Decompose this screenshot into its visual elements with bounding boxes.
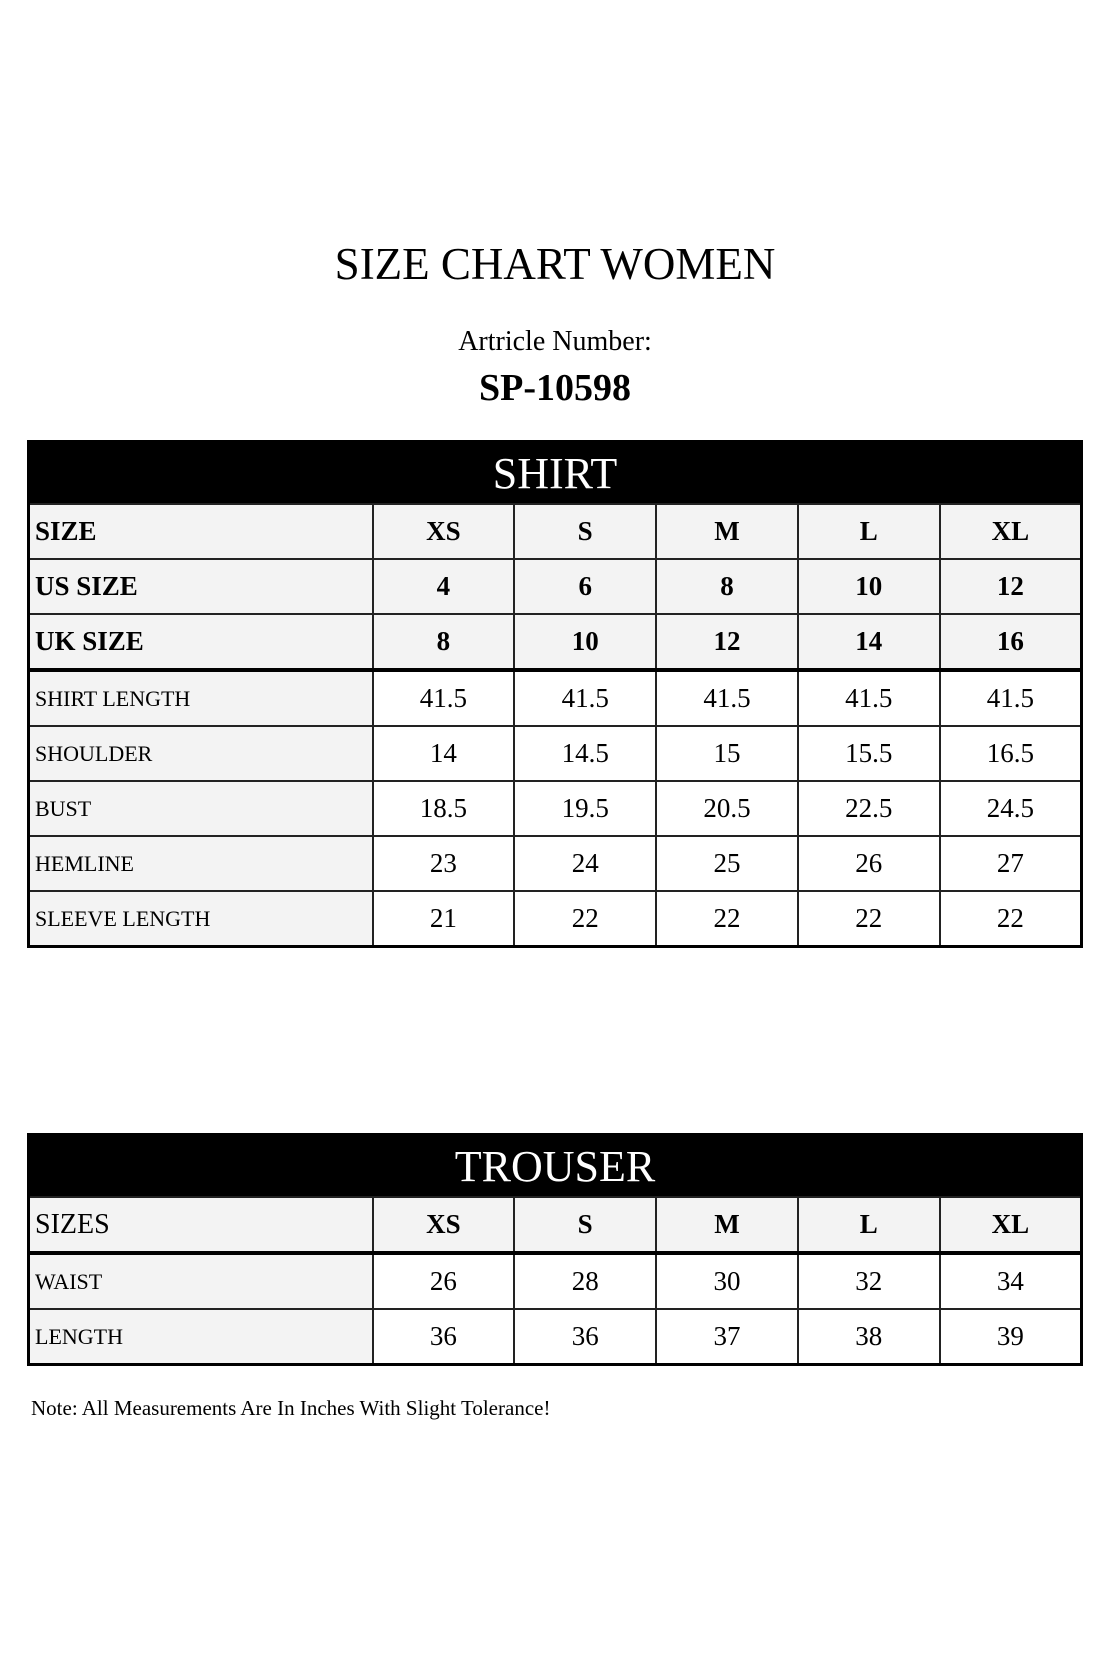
table-cell: M bbox=[655, 1196, 799, 1255]
table-cell: 22 bbox=[796, 890, 941, 948]
table-cell: 18.5 bbox=[371, 780, 516, 837]
table-cell: 28 bbox=[513, 1252, 658, 1310]
table-cell: 36 bbox=[371, 1308, 516, 1366]
table-cell: 16.5 bbox=[938, 725, 1083, 782]
table-cell: 10 bbox=[513, 613, 658, 672]
table-cell: 10 bbox=[796, 558, 941, 615]
row-label: HEMLINE bbox=[27, 835, 374, 892]
table-cell: 19.5 bbox=[513, 780, 658, 837]
table-cell: 12 bbox=[655, 613, 799, 672]
table-cell: 25 bbox=[655, 835, 799, 892]
page-title: SIZE CHART WOMEN bbox=[334, 239, 776, 289]
table-cell: 37 bbox=[655, 1308, 799, 1366]
table-cell: 14.5 bbox=[513, 725, 658, 782]
table-cell: 22 bbox=[513, 890, 658, 948]
table-cell: M bbox=[655, 503, 799, 560]
table-cell: 38 bbox=[796, 1308, 941, 1366]
trouser-size-table: TROUSER SIZES XS S M L XL WAIST 26 28 30 32 34 LENGT… bbox=[27, 1133, 1083, 1366]
table-cell: 22 bbox=[655, 890, 799, 948]
table-cell: 22 bbox=[938, 890, 1083, 948]
table-cell: 14 bbox=[796, 613, 941, 672]
table-cell: 14 bbox=[371, 725, 516, 782]
table-cell: L bbox=[796, 1196, 941, 1255]
article-number-label: Artricle Number: bbox=[458, 326, 652, 357]
article-number: SP-10598 bbox=[479, 367, 631, 409]
table-cell: 6 bbox=[513, 558, 658, 615]
table-cell: 15.5 bbox=[796, 725, 941, 782]
table-row: BUST 18.5 19.5 20.5 22.5 24.5 bbox=[27, 780, 1083, 837]
table-cell: L bbox=[796, 503, 941, 560]
measurement-note: Note: All Measurements Are In Inches Wit… bbox=[31, 1396, 551, 1420]
table-cell: 8 bbox=[655, 558, 799, 615]
table-cell: XS bbox=[371, 503, 516, 560]
table-cell: 15 bbox=[655, 725, 799, 782]
row-label: SHIRT LENGTH bbox=[27, 669, 374, 727]
table-cell: 34 bbox=[938, 1252, 1083, 1310]
shirt-size-table: SHIRT SIZE XS S M L XL US SIZE 4 6 8 10 12 UK SIZE 8 1… bbox=[27, 440, 1083, 948]
table-row: SHOULDER 14 14.5 15 15.5 16.5 bbox=[27, 725, 1083, 782]
table-cell: S bbox=[513, 503, 658, 560]
row-label: SLEEVE LENGTH bbox=[27, 890, 374, 948]
row-label: SIZES bbox=[27, 1196, 374, 1255]
table-cell: 32 bbox=[796, 1252, 941, 1310]
table-cell: 20.5 bbox=[655, 780, 799, 837]
row-label: US SIZE bbox=[27, 558, 374, 615]
row-label: SHOULDER bbox=[27, 725, 374, 782]
table-cell: XS bbox=[371, 1196, 516, 1255]
row-label: WAIST bbox=[27, 1252, 374, 1310]
table-row: WAIST 26 28 30 32 34 bbox=[27, 1252, 1083, 1310]
table-row: SHIRT LENGTH 41.5 41.5 41.5 41.5 41.5 bbox=[27, 669, 1083, 727]
table-row: LENGTH 36 36 37 38 39 bbox=[27, 1308, 1083, 1366]
table-cell: 27 bbox=[938, 835, 1083, 892]
table-cell: 21 bbox=[371, 890, 516, 948]
table-cell: 22.5 bbox=[796, 780, 941, 837]
table-cell: 41.5 bbox=[796, 669, 941, 727]
table-row: HEMLINE 23 24 25 26 27 bbox=[27, 835, 1083, 892]
row-label: BUST bbox=[27, 780, 374, 837]
shirt-heading: SHIRT bbox=[28, 441, 1082, 504]
table-row: SIZES XS S M L XL bbox=[27, 1196, 1083, 1255]
table-cell: 41.5 bbox=[513, 669, 658, 727]
table-row: SIZE XS S M L XL bbox=[27, 503, 1083, 560]
table-cell: 26 bbox=[371, 1252, 516, 1310]
table-row: UK SIZE 8 10 12 14 16 bbox=[27, 613, 1083, 672]
table-cell: 36 bbox=[513, 1308, 658, 1366]
table-cell: 4 bbox=[371, 558, 516, 615]
table-cell: 23 bbox=[371, 835, 516, 892]
row-label: LENGTH bbox=[27, 1308, 374, 1366]
table-cell: 24.5 bbox=[938, 780, 1083, 837]
row-label: UK SIZE bbox=[27, 613, 374, 672]
table-cell: 30 bbox=[655, 1252, 799, 1310]
table-cell: 41.5 bbox=[371, 669, 516, 727]
table-cell: 12 bbox=[938, 558, 1083, 615]
table-cell: 16 bbox=[938, 613, 1083, 672]
table-cell: 24 bbox=[513, 835, 658, 892]
table-cell: 41.5 bbox=[938, 669, 1083, 727]
table-cell: 39 bbox=[938, 1308, 1083, 1366]
trouser-heading: TROUSER bbox=[28, 1134, 1082, 1197]
table-cell: 8 bbox=[371, 613, 516, 672]
table-row: SLEEVE LENGTH 21 22 22 22 22 bbox=[27, 890, 1083, 948]
table-row: US SIZE 4 6 8 10 12 bbox=[27, 558, 1083, 615]
table-cell: XL bbox=[938, 503, 1083, 560]
table-cell: 26 bbox=[796, 835, 941, 892]
table-cell: XL bbox=[938, 1196, 1083, 1255]
table-cell: 41.5 bbox=[655, 669, 799, 727]
row-label: SIZE bbox=[27, 503, 374, 560]
table-cell: S bbox=[513, 1196, 658, 1255]
